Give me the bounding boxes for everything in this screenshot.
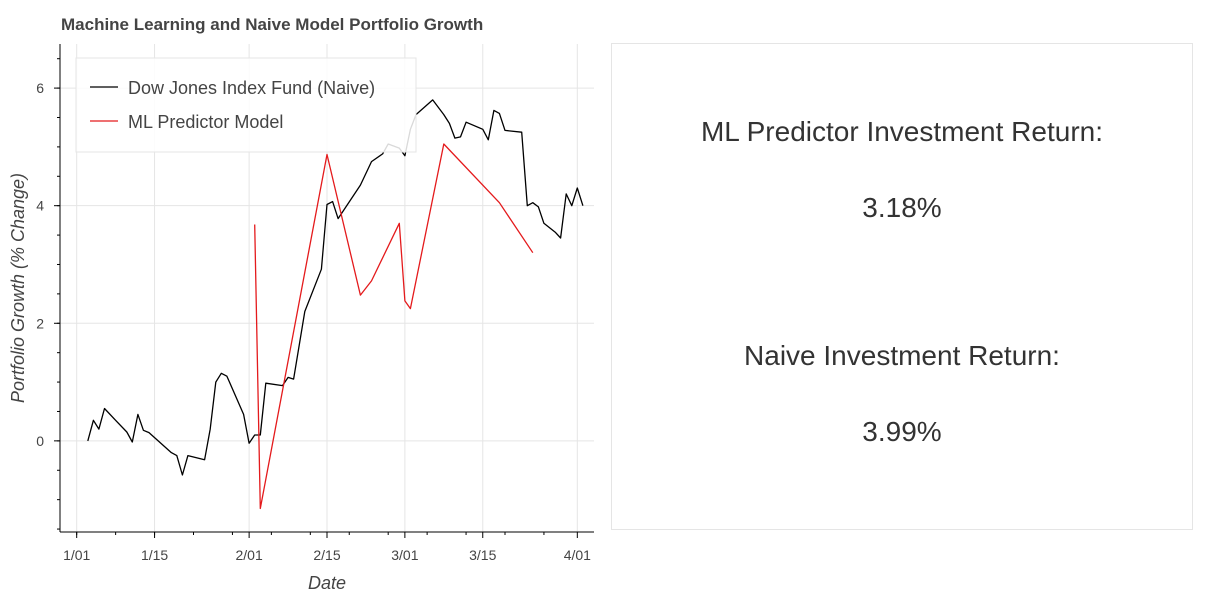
x-tick-label: 1/15 [141, 547, 168, 563]
y-tick-label: 0 [36, 433, 44, 449]
series-line-ml [254, 143, 534, 510]
x-tick-label: 2/15 [313, 547, 340, 563]
x-axis-label: Date [308, 573, 346, 593]
y-tick-label: 2 [36, 315, 44, 331]
y-tick-label: 4 [36, 198, 44, 214]
legend-label-naive: Dow Jones Index Fund (Naive) [128, 78, 375, 98]
legend: Dow Jones Index Fund (Naive) ML Predicto… [75, 57, 417, 153]
x-tick-label: 4/01 [564, 547, 591, 563]
x-tick-label: 2/01 [236, 547, 263, 563]
series-line-naive [87, 99, 584, 476]
y-axis-label: Portfolio Growth (% Change) [8, 173, 28, 403]
ml-return-value: 3.18% [862, 192, 942, 223]
legend-box [75, 57, 417, 153]
naive-return-label: Naive Investment Return: [744, 340, 1060, 371]
chart-title: Machine Learning and Naive Model Portfol… [61, 15, 483, 34]
x-tick-label: 3/01 [391, 547, 418, 563]
investment-returns-panel: ML Predictor Investment Return: 3.18% Na… [611, 43, 1193, 530]
x-tick-label: 1/01 [63, 547, 90, 563]
legend-label-ml: ML Predictor Model [128, 112, 283, 132]
axes: 1/01 1/15 2/01 2/15 3/01 3/15 4/01 0 2 4 6 [36, 44, 594, 563]
x-tick-label: 3/15 [469, 547, 496, 563]
y-tick-label: 6 [36, 80, 44, 96]
ml-return-label: ML Predictor Investment Return: [700, 116, 1103, 147]
naive-return-value: 3.99% [862, 416, 942, 447]
series-lines [87, 99, 584, 510]
portfolio-growth-chart: Machine Learning and Naive Model Portfol… [8, 15, 594, 593]
